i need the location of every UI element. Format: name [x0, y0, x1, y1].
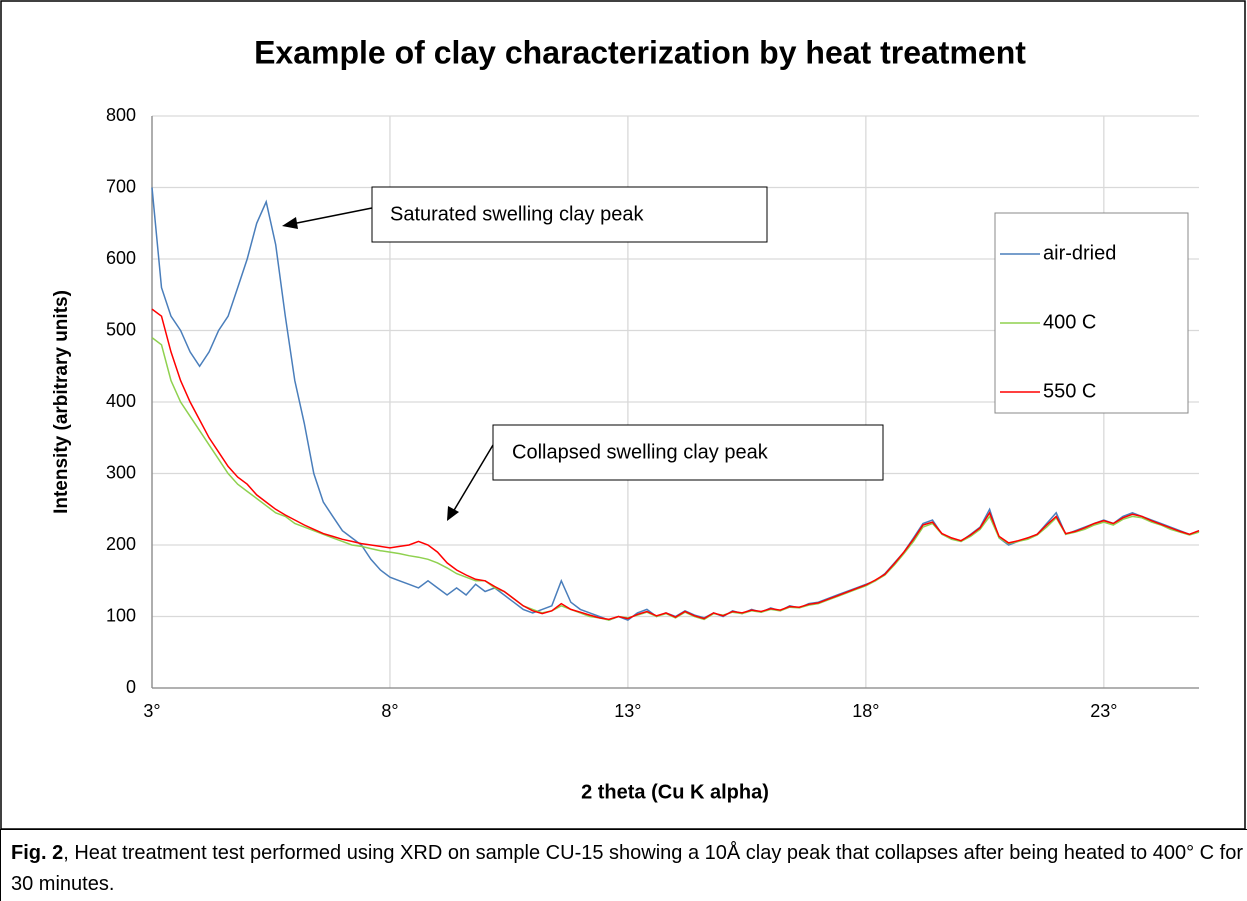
- y-tick-label: 400: [106, 391, 136, 411]
- plot-area: 0 100 200 300 400 500 600 700 800 3° 8° 13° 18° 23°: [106, 105, 1200, 721]
- legend: [994, 212, 1189, 414]
- annotation-arrow: [452, 444, 494, 513]
- annotation-box: [371, 186, 768, 243]
- y-tick-label: 0: [126, 677, 136, 697]
- annotation-box: [492, 424, 884, 481]
- y-tick-label: 800: [106, 105, 136, 125]
- y-tick-label: 100: [106, 605, 136, 625]
- y-tick-label: 600: [106, 248, 136, 268]
- y-axis-label: Intensity (arbitrary units): [51, 290, 72, 514]
- y-tick-label: 300: [106, 462, 136, 482]
- arrowhead: [447, 506, 459, 521]
- y-tick-label: 700: [106, 176, 136, 196]
- chart-title: Example of clay characterization by heat…: [254, 34, 1026, 70]
- x-axis-label: 2 theta (Cu K alpha): [581, 781, 769, 803]
- y-tick-label: 500: [106, 319, 136, 339]
- y-tick-label: 200: [106, 534, 136, 554]
- x-tick-label: 3°: [143, 701, 160, 721]
- arrowhead: [282, 217, 298, 229]
- caption-text: , Heat treatment test performed using XR…: [11, 842, 1243, 895]
- legend-label: 400 C: [1043, 311, 1096, 333]
- x-tick-label: 18°: [852, 701, 879, 721]
- data-line: [151, 308, 1200, 621]
- annotation: Collapsed swelling clay peak: [512, 441, 769, 463]
- legend-label: 550 C: [1043, 380, 1096, 402]
- caption-label: Fig. 2: [11, 842, 64, 864]
- x-tick-label: 8°: [381, 701, 398, 721]
- legend-label: air-dried: [1043, 242, 1116, 264]
- annotation-arrow: [291, 207, 373, 225]
- caption: Fig. 2, Heat treatment test performed us…: [0, 829, 1247, 901]
- x-tick-label: 23°: [1090, 701, 1117, 721]
- x-tick-label: 13°: [614, 701, 641, 721]
- annotation: Saturated swelling clay peak: [390, 203, 644, 225]
- chart: Example of clay characterization by heat…: [0, 0, 1246, 830]
